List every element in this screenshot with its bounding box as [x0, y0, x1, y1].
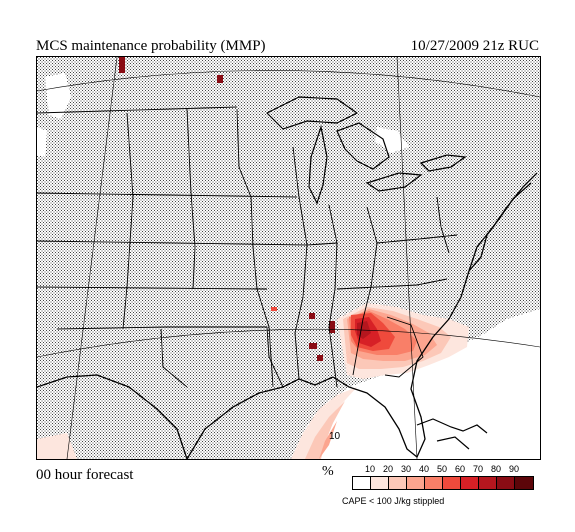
great-lakes — [265, 96, 467, 205]
legend-tick-label: 70 — [472, 464, 484, 474]
mmp-cell-ms-2 — [329, 321, 335, 333]
stipple-region — [37, 57, 540, 459]
mmp-cell-mn — [217, 75, 223, 83]
map-canvas: 10 — [37, 57, 540, 459]
mmp-shading-gulf — [37, 387, 357, 459]
legend-swatch — [407, 477, 425, 489]
legend-tick-label: 80 — [490, 464, 502, 474]
legend-stipple-note: CAPE < 100 J/kg stippled — [342, 496, 445, 506]
legend-tick-label: 30 — [400, 464, 412, 474]
white-patch-nw — [45, 73, 71, 119]
contour-label: 10 — [329, 431, 341, 442]
map-panel: 10 — [36, 56, 541, 460]
legend-swatch — [371, 477, 389, 489]
mmp-cell-ms-1 — [309, 313, 315, 319]
legend-swatch — [425, 477, 443, 489]
legend-tick-label: 40 — [418, 464, 430, 474]
legend: % 10 20 30 40 50 60 70 80 90 CAPE < 100 J/kg sti… — [322, 462, 542, 522]
legend-swatch — [497, 477, 515, 489]
legend-tick-label: 90 — [508, 464, 520, 474]
legend-tick-label: 10 — [364, 464, 376, 474]
legend-swatch — [479, 477, 497, 489]
forecast-hour-label: 00 hour forecast — [36, 467, 134, 483]
legend-unit: % — [322, 464, 334, 479]
valid-time-label: 10/27/2009 21z RUC — [410, 38, 539, 54]
legend-tick-label: 60 — [454, 464, 466, 474]
legend-ticks: 10 20 30 40 50 60 70 80 90 — [352, 464, 542, 476]
legend-swatch — [389, 477, 407, 489]
white-patch-w — [37, 127, 47, 157]
legend-swatch — [443, 477, 461, 489]
map-title: MCS maintenance probability (MMP) — [36, 38, 266, 54]
legend-swatch — [353, 477, 371, 489]
mmp-cell-ms-4 — [309, 343, 317, 349]
legend-tick-label: 20 — [382, 464, 394, 474]
caribbean-outlines — [416, 418, 488, 450]
white-patch-lakes — [375, 127, 409, 153]
legend-swatch — [515, 477, 533, 489]
state-borders — [37, 106, 458, 388]
mmp-cell-north — [119, 57, 125, 73]
coastline — [37, 172, 538, 459]
legend-tick-label: 50 — [436, 464, 448, 474]
mmp-cell-la — [271, 307, 277, 311]
legend-swatch — [461, 477, 479, 489]
graticule — [37, 57, 540, 459]
mmp-cell-ms-3 — [317, 355, 323, 361]
legend-color-bar — [352, 476, 534, 490]
